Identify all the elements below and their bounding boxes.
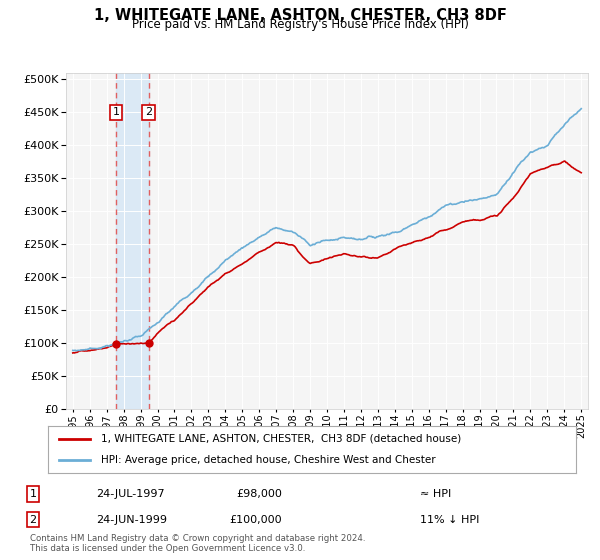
Text: 1: 1 — [29, 489, 37, 499]
Text: £98,000: £98,000 — [236, 489, 282, 499]
Text: 24-JUL-1997: 24-JUL-1997 — [96, 489, 164, 499]
Bar — [116, 73, 149, 409]
Text: 1, WHITEGATE LANE, ASHTON, CHESTER, CH3 8DF: 1, WHITEGATE LANE, ASHTON, CHESTER, CH3 … — [94, 8, 506, 24]
Text: 24-JUN-1999: 24-JUN-1999 — [96, 515, 167, 525]
Text: Contains HM Land Registry data © Crown copyright and database right 2024.
This d: Contains HM Land Registry data © Crown c… — [30, 534, 365, 553]
Text: 1: 1 — [113, 108, 119, 118]
Text: HPI: Average price, detached house, Cheshire West and Chester: HPI: Average price, detached house, Ches… — [101, 455, 436, 465]
Text: 2: 2 — [145, 108, 152, 118]
Text: 2: 2 — [29, 515, 37, 525]
Text: 11% ↓ HPI: 11% ↓ HPI — [420, 515, 479, 525]
Text: ≈ HPI: ≈ HPI — [420, 489, 451, 499]
Text: Price paid vs. HM Land Registry's House Price Index (HPI): Price paid vs. HM Land Registry's House … — [131, 18, 469, 31]
Text: 1, WHITEGATE LANE, ASHTON, CHESTER,  CH3 8DF (detached house): 1, WHITEGATE LANE, ASHTON, CHESTER, CH3 … — [101, 434, 461, 444]
Text: £100,000: £100,000 — [229, 515, 282, 525]
